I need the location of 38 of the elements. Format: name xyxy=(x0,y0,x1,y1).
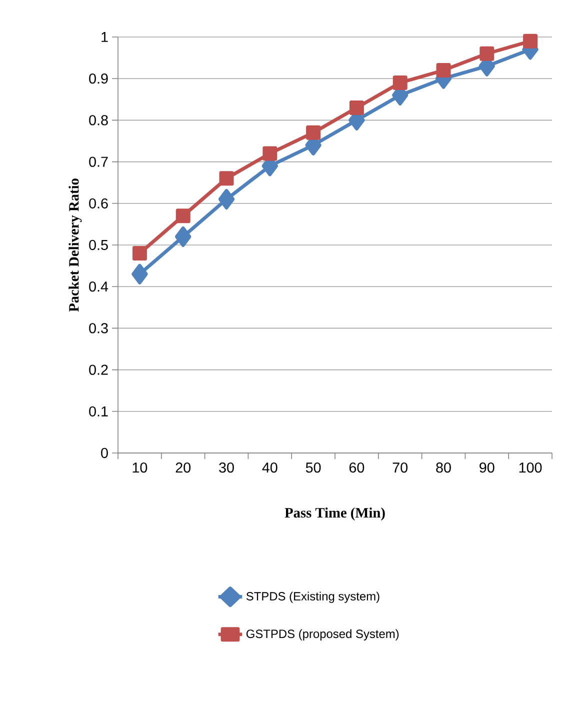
point xyxy=(523,34,538,48)
y-tick-label: 0.8 xyxy=(89,115,108,126)
x-tick-label: 20 xyxy=(176,462,191,473)
point xyxy=(218,188,235,210)
point xyxy=(349,100,364,115)
y-tick-label: 0.4 xyxy=(89,282,108,292)
point xyxy=(132,246,147,261)
x-axis-title: Pass Time (Min) xyxy=(284,508,385,521)
x-tick-label: 40 xyxy=(262,462,278,473)
point xyxy=(174,226,192,247)
y-tick-label: 1 xyxy=(102,32,108,42)
x-tick-label: 30 xyxy=(219,462,234,473)
y-tick-label: 0.1 xyxy=(89,406,108,416)
legend-label: STPDS (Existing system) xyxy=(246,592,380,603)
x-tick-label: 60 xyxy=(349,462,364,473)
y-tick-label: 0.6 xyxy=(89,198,108,208)
y-tick-label: 0.9 xyxy=(89,74,108,84)
point xyxy=(392,76,408,90)
point xyxy=(262,146,278,161)
y-tick-label: 0.2 xyxy=(89,364,108,375)
x-tick-label: 50 xyxy=(306,462,321,473)
y-tick-label: 0.5 xyxy=(89,240,108,250)
x-tick-label: 100 xyxy=(519,462,542,473)
point xyxy=(436,63,451,78)
y-tick-label: 0.3 xyxy=(89,323,108,334)
x-tick-label: 70 xyxy=(392,462,408,473)
x-tick-label: 90 xyxy=(480,462,494,473)
y-tick-label: 0.7 xyxy=(89,156,108,167)
y-tick-label: 0 xyxy=(101,448,108,458)
point xyxy=(176,208,190,224)
point xyxy=(306,125,321,140)
point xyxy=(132,264,148,284)
x-tick-label: 80 xyxy=(436,462,451,473)
legend-label: GSTPDS (proposed System) xyxy=(246,629,399,640)
y-axis-title: Packet Delivery Ratio xyxy=(68,178,82,312)
point xyxy=(219,171,234,186)
point xyxy=(480,46,494,61)
x-tick-label: 10 xyxy=(132,462,148,473)
